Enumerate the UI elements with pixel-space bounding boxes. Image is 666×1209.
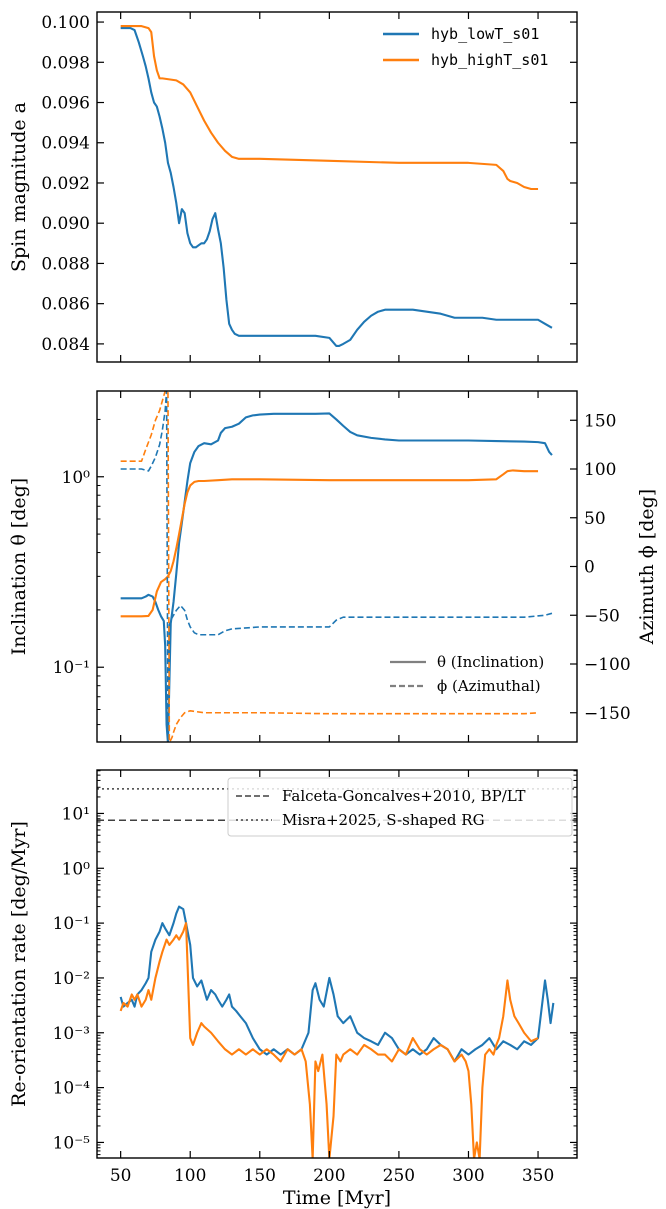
- x-tick-label: 100: [174, 1166, 206, 1186]
- y-tick-label: 0.094: [41, 134, 90, 154]
- legend-label: Misra+2025, S-shaped RG: [282, 811, 485, 829]
- y-tick-label: 0.098: [41, 53, 90, 73]
- y-tick-label: 10⁰: [62, 859, 91, 879]
- legend: hyb_lowT_s01 hyb_highT_s01: [383, 25, 548, 69]
- x-tick-label: 200: [313, 1166, 345, 1186]
- x-tick-label: 350: [522, 1166, 554, 1186]
- y-axis-label: Inclination θ [deg]: [8, 478, 30, 655]
- y-tick-label: 10⁻³: [53, 1024, 90, 1044]
- plot-frame: [96, 11, 578, 363]
- y-tick-label: 0.096: [41, 94, 90, 114]
- y-tick-label: 10⁻¹: [53, 658, 90, 678]
- y-tick-label: 0.090: [41, 214, 90, 234]
- y-right-tick-label: −150: [584, 704, 631, 724]
- x-tick-label: 150: [244, 1166, 276, 1186]
- legend-box: [227, 777, 573, 837]
- legend-label: Falceta-Goncalves+2010, BP/LT: [282, 787, 526, 805]
- series-line: [120, 391, 553, 742]
- y-right-tick-label: 150: [584, 411, 616, 431]
- y-axis-label: Re-orientation rate [deg/Myr]: [8, 821, 30, 1107]
- legend-label: hyb_lowT_s01: [431, 25, 539, 43]
- legend: θ (Inclination) ϕ (Azimuthal): [390, 653, 544, 695]
- series-line: [120, 469, 539, 618]
- panel-2: 10⁻¹ 10⁰ −150 −100 −50 0 50 100 150 Azimuth ϕ [de…: [8, 390, 658, 743]
- y-tick-label: 10⁰: [62, 468, 91, 488]
- series-line: [119, 922, 539, 1158]
- series-line: [120, 27, 553, 347]
- x-tick-label: 300: [452, 1166, 484, 1186]
- legend-label: ϕ (Azimuthal): [437, 677, 541, 695]
- y-right-tick-label: −100: [584, 655, 631, 675]
- series-group: [119, 905, 555, 1158]
- y-tick-label: 10¹: [62, 804, 90, 824]
- y-tick-label: 10⁻¹: [53, 914, 90, 934]
- y-tick-label: 0.086: [41, 295, 90, 315]
- y-tick-label: 0.084: [41, 335, 90, 355]
- y-right-tick-label: 100: [584, 460, 616, 480]
- series-group: [120, 25, 553, 347]
- x-tick-label: 50: [110, 1166, 132, 1186]
- y-right-tick-label: 50: [584, 509, 606, 529]
- y-right-tick-label: −50: [584, 606, 620, 626]
- panel-1: 0.084 0.086 0.088 0.090 0.092 0.094 0.096 0.098…: [8, 11, 578, 363]
- y-right-axis-label: Azimuth ϕ [deg]: [636, 489, 658, 645]
- plot-frame: [96, 769, 578, 1159]
- panel-3: 50 100 150 200 250 300 350 Time [Myr] 10⁻⁵ 10⁻⁴ 10…: [8, 769, 578, 1209]
- y-tick-label: 0.100: [41, 13, 90, 33]
- y-right-tick-label: 0: [584, 558, 595, 578]
- y-axis-label: Spin magnitude a: [8, 102, 30, 272]
- x-axis-label: Time [Myr]: [283, 1187, 391, 1209]
- legend-label: hyb_highT_s01: [431, 51, 548, 69]
- y-tick-label: 0.092: [41, 174, 90, 194]
- y-tick-label: 10⁻⁴: [53, 1079, 91, 1099]
- legend: Falceta-Goncalves+2010, BP/LT Misra+2025,…: [227, 777, 573, 837]
- y-tick-label: 10⁻²: [53, 969, 90, 989]
- series-line: [120, 25, 539, 191]
- y-tick-label: 0.088: [41, 254, 90, 274]
- series-group: [120, 391, 553, 742]
- x-tick-label: 250: [383, 1166, 415, 1186]
- series-line: [120, 412, 553, 742]
- legend-label: θ (Inclination): [437, 653, 544, 671]
- y-tick-label: 10⁻⁵: [53, 1133, 91, 1153]
